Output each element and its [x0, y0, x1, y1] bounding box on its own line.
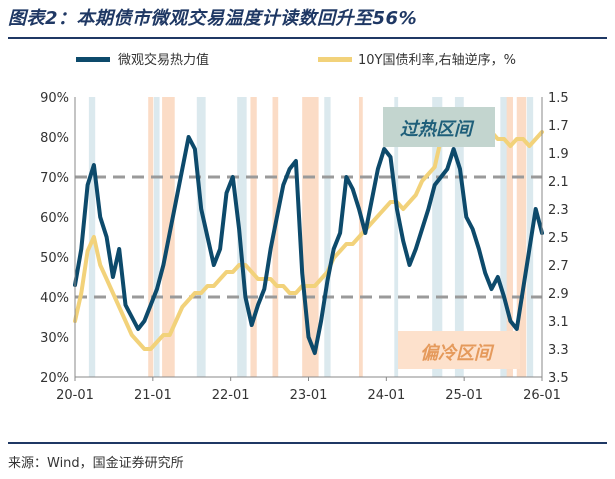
x-tick-label: 26-01	[523, 388, 561, 402]
annotation-overheat-label: 过热区间	[400, 119, 475, 140]
legend-swatch-yield	[318, 57, 352, 62]
blue-band-1	[153, 97, 160, 377]
left-tick-label: 80%	[40, 131, 69, 146]
right-tick-label: 2.3	[548, 203, 569, 218]
blue-band-4	[324, 97, 331, 377]
right-tick-label: 1.7	[548, 119, 569, 134]
series-heat	[73, 135, 544, 355]
left-tick-label: 20%	[40, 371, 69, 386]
orange-band-6	[506, 97, 513, 377]
legend-label-yield: 10Y国债利率,右轴逆序，%	[358, 52, 516, 68]
right-tick-label: 1.9	[548, 147, 569, 162]
heat-line	[73, 135, 544, 355]
x-tick-label: 20-01	[56, 388, 94, 402]
right-tick-label: 2.5	[548, 231, 569, 246]
left-tick-label: 90%	[40, 91, 69, 106]
right-tick-label: 3.3	[548, 343, 569, 358]
orange-band-7	[516, 97, 527, 377]
orange-band-0	[148, 97, 154, 377]
x-tick-label: 21-01	[134, 388, 172, 402]
orange-band-3	[272, 97, 279, 377]
x-tick-label: 25-01	[445, 388, 483, 402]
legend: 微观交易热力值 10Y国债利率,右轴逆序，%	[76, 52, 516, 68]
blue-band-2	[196, 97, 206, 377]
blue-band-3	[237, 97, 247, 377]
right-tick-label: 1.5	[548, 91, 569, 106]
left-tick-label: 70%	[40, 171, 69, 186]
annotation-cold-box	[398, 331, 520, 369]
annotation-overheat-box	[383, 107, 495, 147]
blue-band-8	[500, 97, 508, 377]
tick-labels: 90% 80% 70% 60% 50% 40% 30% 20% 1.5 1.7 1.9 2.1 2.3 2…	[40, 91, 569, 402]
legend-swatch-heat	[76, 57, 110, 62]
right-tick-label: 3.1	[548, 315, 569, 330]
right-tick-label: 2.1	[548, 175, 569, 190]
chart-svg: 微观交易热力值 10Y国债利率,右轴逆序，% 90% 80% 70% 60% 50% 40…	[40, 52, 569, 402]
annotation-cold-label: 偏冷区间	[420, 343, 495, 364]
x-tick-label: 24-01	[367, 388, 405, 402]
orange-band-4	[302, 97, 319, 377]
right-tick-label: 2.9	[548, 287, 569, 302]
blue-band-6	[432, 97, 443, 377]
title-rule	[8, 37, 607, 39]
right-tick-label: 3.5	[548, 371, 569, 386]
x-tick-label: 23-01	[290, 388, 328, 402]
blue-band-5	[394, 97, 399, 377]
left-tick-label: 50%	[40, 251, 69, 266]
footer-rule	[8, 442, 607, 444]
annotation-overheat: 过热区间	[383, 107, 495, 147]
legend-label-heat: 微观交易热力值	[118, 52, 209, 68]
chart-title: 图表2：本期债市微观交易温度计读数回升至56%	[8, 8, 418, 29]
source-note: 来源：Wind，国金证券研究所	[8, 456, 184, 471]
annotation-cold: 偏冷区间	[398, 331, 520, 369]
left-tick-label: 60%	[40, 211, 69, 226]
orange-band-2	[250, 97, 257, 377]
left-tick-label: 40%	[40, 291, 69, 306]
blue-band-7	[454, 97, 464, 377]
x-tick-label: 22-01	[212, 388, 250, 402]
left-tick-label: 30%	[40, 331, 69, 346]
right-tick-label: 2.7	[548, 259, 569, 274]
